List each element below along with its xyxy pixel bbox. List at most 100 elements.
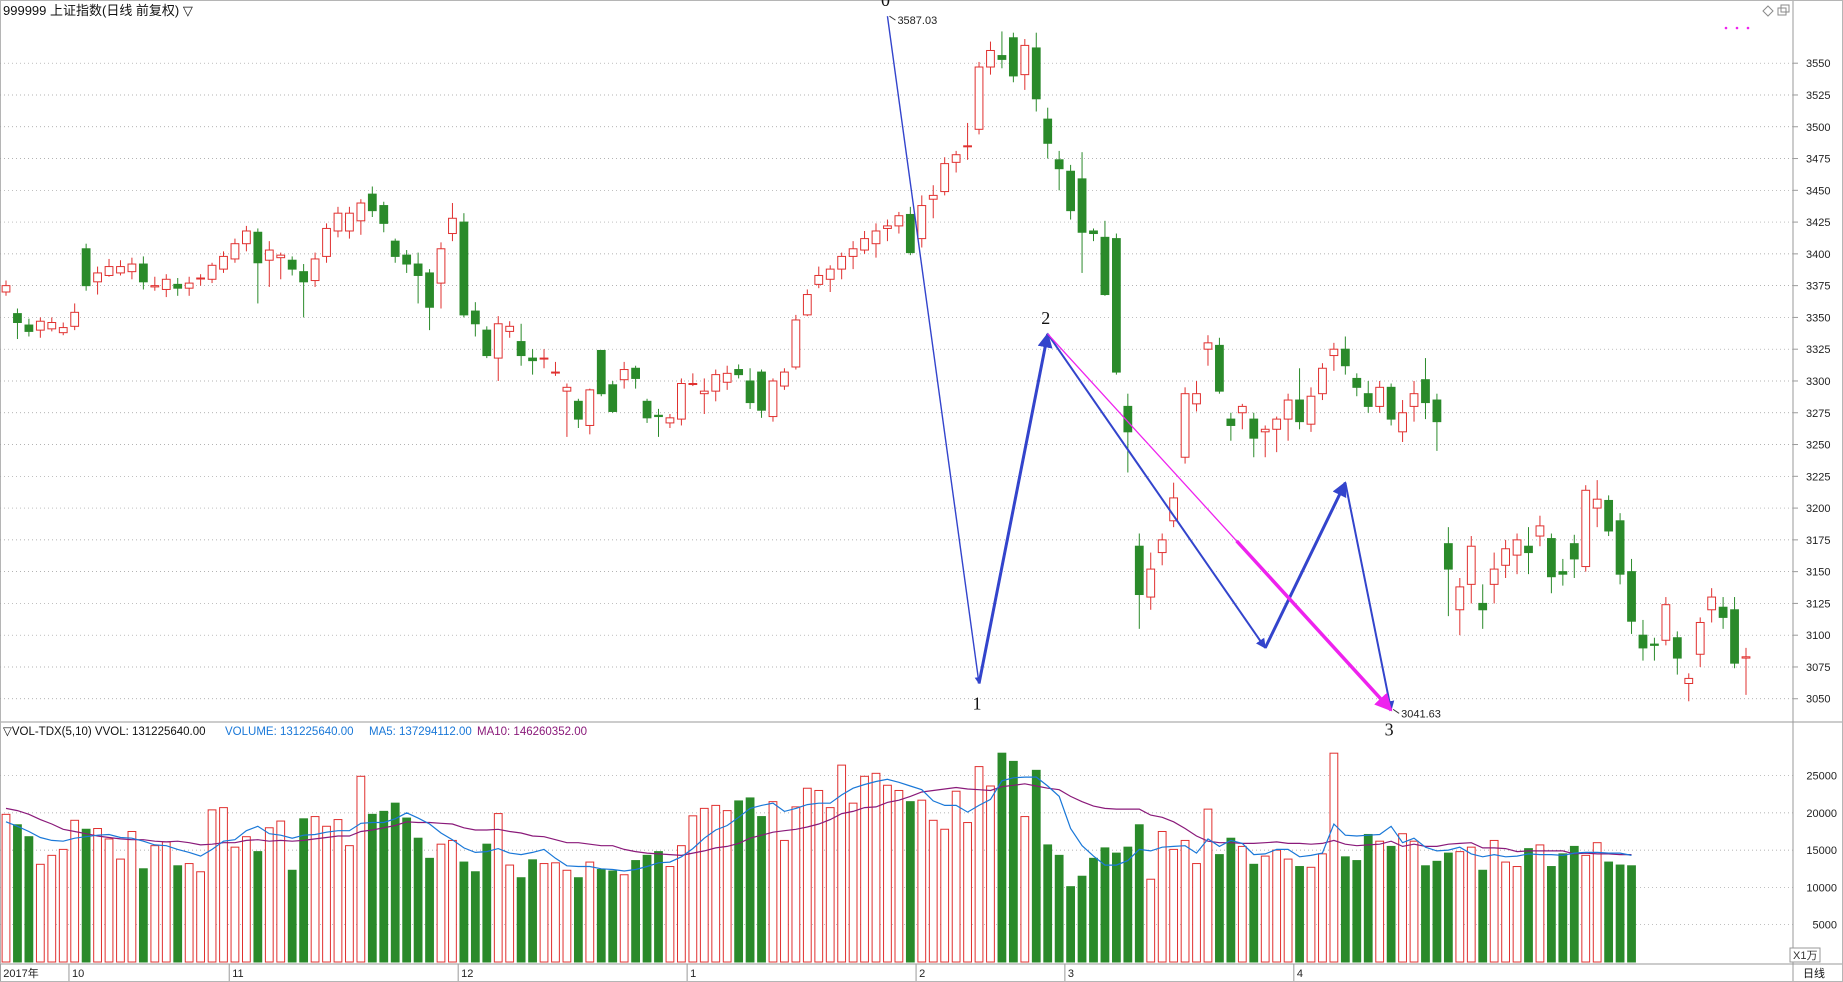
volume-bar <box>1627 865 1636 963</box>
candle <box>677 378 686 426</box>
volume-bar <box>688 815 698 963</box>
volume-bar <box>1020 816 1030 963</box>
price-callout-label: 3587.03 <box>897 15 937 27</box>
candle <box>1249 412 1259 458</box>
volume-bar <box>1512 866 1522 963</box>
price-tick-label: 3175 <box>1806 535 1830 547</box>
volume-bar <box>1432 860 1442 963</box>
volume-bar <box>47 854 57 963</box>
candle <box>1604 495 1614 537</box>
restore-icon[interactable] <box>1777 4 1790 16</box>
volume-bar <box>1203 808 1213 963</box>
volume-bar <box>573 877 583 963</box>
candle <box>1684 673 1694 702</box>
volume-bar <box>58 848 68 963</box>
price-tick-label: 3350 <box>1806 312 1830 324</box>
volume-bar <box>1535 844 1545 963</box>
volume-bar <box>264 827 274 963</box>
candle <box>1031 32 1041 112</box>
volume-bar <box>24 836 34 963</box>
candle <box>848 241 858 270</box>
candle <box>917 195 927 248</box>
wave-point-label: 2 <box>1041 308 1050 328</box>
volume-bar <box>1112 852 1121 963</box>
candle <box>1363 380 1373 413</box>
candle <box>1615 513 1625 585</box>
candle <box>1157 533 1167 566</box>
wave-line <box>1263 481 1347 649</box>
volume-bar <box>219 807 228 963</box>
volume-bar <box>871 772 881 963</box>
candle <box>734 364 744 379</box>
volume-bars <box>1 752 1636 963</box>
candle <box>1386 383 1396 426</box>
volume-bar <box>1043 844 1053 963</box>
date-tick-label: 12 <box>461 968 473 980</box>
volume-bar <box>1157 830 1167 963</box>
candle <box>505 321 515 338</box>
candle <box>974 61 984 135</box>
wave-line <box>1235 539 1393 712</box>
candle <box>436 242 446 309</box>
candle <box>1215 337 1224 394</box>
volume-indicator-title[interactable]: ▽VOL-TDX(5,10) VVOL: 131225640.00 <box>3 726 206 738</box>
candle <box>287 256 297 276</box>
volume-bar <box>482 843 492 963</box>
candle <box>1226 412 1236 441</box>
candle <box>780 368 789 390</box>
volume-bar <box>665 866 675 963</box>
volume-bar <box>70 819 80 963</box>
volume-bar <box>390 802 400 963</box>
volume-bar <box>1123 846 1133 963</box>
volume-bar <box>1501 861 1510 963</box>
candle <box>1123 393 1133 473</box>
candle <box>1272 416 1282 453</box>
candle <box>173 278 183 296</box>
volume-bar <box>677 845 686 963</box>
volume-bar <box>116 858 125 963</box>
price-callout-line <box>1392 708 1400 714</box>
volume-bar <box>1375 840 1385 963</box>
candle <box>1661 597 1671 646</box>
volume-bar <box>470 871 480 963</box>
candle <box>654 408 663 437</box>
volume-bar <box>1215 854 1224 963</box>
volume-unit-box <box>1789 947 1821 963</box>
volume-bar <box>974 766 984 963</box>
diamond-icon[interactable] <box>1762 5 1774 17</box>
candle <box>1340 336 1350 375</box>
volume-bar <box>825 807 835 963</box>
candle <box>585 388 595 435</box>
volume-bar <box>230 846 240 963</box>
candle <box>642 398 652 423</box>
candle <box>1730 597 1739 669</box>
volume-bar <box>711 804 721 963</box>
candle <box>745 368 755 409</box>
period-label[interactable]: 日线 <box>1803 966 1825 980</box>
wave-line <box>886 16 982 685</box>
price-tick-label: 3050 <box>1806 694 1830 706</box>
candle <box>1 280 11 296</box>
volume-tick-label: 5000 <box>1813 920 1837 932</box>
candle <box>390 238 400 263</box>
volume-bar <box>928 819 938 963</box>
volume-bar <box>379 810 389 963</box>
candle <box>207 262 217 284</box>
candle <box>356 199 366 235</box>
candle <box>161 274 171 298</box>
volume-panel-header: ▽VOL-TDX(5,10) VVOL: 131225640.00 VOLUME… <box>3 726 587 738</box>
volume-bar <box>402 817 412 963</box>
candle <box>802 289 812 317</box>
candle <box>93 266 102 295</box>
candle <box>837 252 847 280</box>
volume-bar <box>1089 857 1098 963</box>
candle <box>1650 637 1659 661</box>
wave-line <box>1344 482 1395 712</box>
chart-title[interactable]: 999999 上证指数(日线 前复权) ▽ <box>3 3 193 18</box>
volume-bar <box>791 806 801 963</box>
candle <box>379 201 389 233</box>
candle <box>482 326 492 359</box>
magenta-dots-icon <box>1724 26 1750 30</box>
candle <box>1020 39 1030 90</box>
candle <box>1008 32 1018 83</box>
